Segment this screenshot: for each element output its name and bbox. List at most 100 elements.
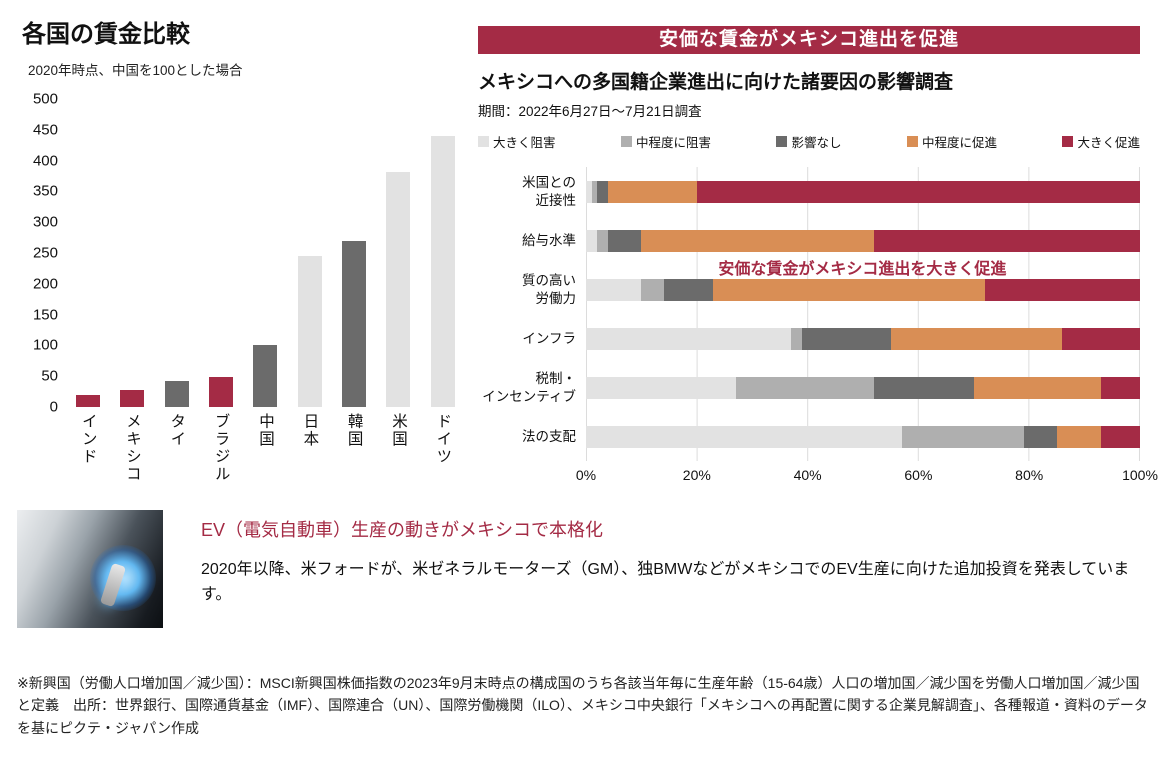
bar-segment xyxy=(608,229,642,252)
bar-segment xyxy=(973,376,1102,399)
wage-bar xyxy=(76,394,101,407)
bar-segment xyxy=(735,376,875,399)
category-label: 日本 xyxy=(301,413,319,448)
bar-segment xyxy=(1062,327,1140,350)
stacked-bar xyxy=(586,180,1140,203)
stacked-bar xyxy=(586,229,1140,252)
ev-body: 2020年以降、米フォードが、米ゼネラルモーターズ（GM）、独BMWなどがメキシ… xyxy=(201,561,1130,603)
legend-label: 大きく促進 xyxy=(1077,136,1140,150)
stacked-bar xyxy=(586,278,1140,301)
survey-title: メキシコへの多国籍企業進出に向けた諸要因の影響調査 xyxy=(478,72,954,93)
y-tick-label: 350 xyxy=(32,182,58,200)
survey-period: 期間：2022年6月27日～7月21日調査 xyxy=(478,104,702,119)
wage-plot xyxy=(66,99,465,407)
legend-swatch xyxy=(478,136,489,147)
category-label: 韓国 xyxy=(345,413,363,448)
survey-row: インフラ xyxy=(478,314,1140,363)
wage-bar xyxy=(386,171,411,407)
x-tick-label: 20% xyxy=(682,467,711,483)
x-tick-label: 0% xyxy=(575,467,597,483)
wage-comparison-chart: 各国の賃金比較 2020年時点、中国を100とした場合 0 50 100 150 200… xyxy=(22,14,465,483)
bar-segment xyxy=(696,180,1140,203)
survey-gridlines xyxy=(586,167,1140,461)
y-tick-label: 0 xyxy=(49,398,58,416)
ev-charging-photo xyxy=(17,510,163,628)
legend-item: 中程度に阻害 xyxy=(620,132,711,151)
bar-segment xyxy=(984,278,1140,301)
bar-column xyxy=(332,99,376,407)
bar-segment xyxy=(802,327,891,350)
legend-item: 大きく阻害 xyxy=(478,132,556,151)
category-label: ドイツ xyxy=(434,413,452,466)
wage-bar xyxy=(253,345,278,407)
bar-segment xyxy=(663,278,714,301)
category-label: メキシコ xyxy=(124,413,142,483)
stacked-bar xyxy=(586,327,1140,350)
bar-segment xyxy=(608,180,697,203)
bar-segment xyxy=(591,180,598,203)
survey-legend: 大きく阻害 中程度に阻害 影響なし 中程度に促進 大きく促進 xyxy=(478,132,1140,151)
legend-label: 中程度に阻害 xyxy=(635,136,711,150)
category-label: インド xyxy=(79,413,97,466)
y-tick-label: 300 xyxy=(32,213,58,231)
bar-segment xyxy=(1056,425,1102,448)
survey-row-label: 税制・ インセンティブ xyxy=(482,370,576,404)
survey-row: 税制・ インセンティブ xyxy=(478,363,1140,412)
wage-chart-title: 各国の賃金比較 xyxy=(22,21,190,48)
x-tick-label: 40% xyxy=(793,467,822,483)
category-label: 中国 xyxy=(257,413,274,448)
wage-bar xyxy=(297,256,322,407)
survey-row-label: 米国との 近接性 xyxy=(522,174,576,208)
bar-column xyxy=(376,99,420,407)
legend-label: 大きく阻害 xyxy=(493,136,556,150)
mexico-survey-chart: 安価な賃金がメキシコ進出を促進 メキシコへの多国籍企業進出に向けた諸要因の影響調… xyxy=(478,26,1158,487)
bar-segment xyxy=(1101,425,1140,448)
y-tick-label: 100 xyxy=(32,336,58,354)
category-label: ブラジル xyxy=(212,413,230,483)
bar-segment xyxy=(641,278,664,301)
ev-text-block: EV（電気自動車）生産の動きがメキシコで本格化 2020年以降、米フォードが、米… xyxy=(201,510,1147,628)
y-tick-label: 250 xyxy=(32,244,58,262)
bar-segment xyxy=(874,376,974,399)
survey-xaxis: 0% 20% 40% 60% 80% 100% xyxy=(576,465,1158,487)
wage-xlabels: インド メキシコ タイ ブラジル 中国 日本 韓国 米国 ドイツ xyxy=(66,413,465,483)
legend-label: 影響なし xyxy=(791,136,842,150)
survey-row: 質の高い 労働力 xyxy=(478,265,1140,314)
legend-swatch xyxy=(1062,136,1074,147)
bar-column xyxy=(421,99,465,407)
legend-item: 大きく促進 xyxy=(1062,132,1140,151)
bar-segment xyxy=(586,229,598,252)
survey-row-label: 質の高い 労働力 xyxy=(522,272,576,306)
legend-item: 影響なし xyxy=(776,132,841,151)
bar-segment xyxy=(901,425,1024,448)
ev-section: EV（電気自動車）生産の動きがメキシコで本格化 2020年以降、米フォードが、米… xyxy=(17,510,1147,628)
wage-bar xyxy=(209,377,234,407)
bar-column xyxy=(243,99,287,407)
bar-segment xyxy=(1023,425,1057,448)
y-tick-label: 200 xyxy=(32,275,58,293)
bar-segment xyxy=(790,327,803,350)
survey-row-label: 法の支配 xyxy=(522,428,576,444)
wage-bar xyxy=(120,389,145,407)
bar-segment xyxy=(874,229,1140,252)
bar-segment xyxy=(586,425,902,448)
bar-segment xyxy=(890,327,1063,350)
legend-swatch xyxy=(776,136,788,147)
stacked-bar xyxy=(586,376,1140,399)
bar-column xyxy=(110,99,154,407)
x-tick-label: 100% xyxy=(1122,467,1158,483)
bar-segment xyxy=(586,278,642,301)
y-tick-label: 400 xyxy=(32,152,58,170)
category-label: 米国 xyxy=(389,413,407,448)
stacked-bar xyxy=(586,425,1140,448)
survey-row: 米国との 近接性 xyxy=(478,167,1140,216)
wage-bar xyxy=(342,240,367,407)
category-label: タイ xyxy=(168,413,186,448)
wage-chart-subtitle: 2020年時点、中国を100とした場合 xyxy=(28,63,243,78)
wage-bar xyxy=(164,381,189,407)
bar-segment xyxy=(586,180,592,203)
x-tick-label: 80% xyxy=(1015,467,1044,483)
survey-plot: 米国との 近接性 給与水準 質の高い 労働力 インフラ 税制・ インセンティブ 法の支配 … xyxy=(478,167,1158,487)
chart-annotation: 安価な賃金がメキシコ進出を大きく促進 xyxy=(718,261,1007,278)
